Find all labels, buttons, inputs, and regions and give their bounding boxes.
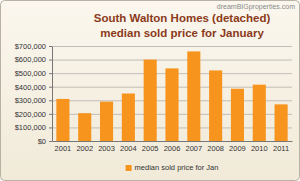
annotation: dreamBIGproperties.com [217, 3, 295, 11]
tick-label: $300,000 [15, 96, 46, 105]
tick-label: 2005 [142, 144, 159, 153]
legend-swatch [126, 165, 132, 171]
tick-mark [49, 100, 52, 101]
tick-label: $500,000 [15, 69, 46, 78]
tick-mark [49, 87, 52, 88]
background [1, 1, 300, 181]
bar [144, 60, 157, 141]
bar [275, 104, 288, 141]
tick-label: $100,000 [15, 123, 46, 132]
tick-label: 2002 [76, 144, 93, 153]
tick-label: 2004 [120, 144, 137, 153]
tick: 2008 [207, 141, 224, 153]
bar [56, 99, 69, 141]
grid-line [52, 46, 292, 47]
tick: $100,000 [15, 123, 52, 132]
chart: dreamBIGproperties.comSouth Walton Homes… [0, 0, 300, 181]
tick-label: 2006 [164, 144, 181, 153]
tick: $700,000 [15, 42, 52, 51]
bar [78, 113, 91, 141]
tick-label: $700,000 [15, 42, 46, 51]
subtitle: median sold price for January [100, 27, 264, 39]
tick-mark [49, 46, 52, 47]
tick: $0 [38, 137, 52, 146]
tick-mark [49, 73, 52, 74]
tick-label: 2003 [98, 144, 115, 153]
bar [165, 68, 178, 141]
tick-label: $600,000 [15, 55, 46, 64]
tick: 2004 [120, 141, 137, 153]
tick-label: 2001 [55, 144, 72, 153]
legend-item: median sold price for Jan [126, 163, 219, 172]
axis-line [52, 47, 53, 142]
tick-label: $200,000 [15, 110, 46, 119]
title: South Walton Homes (detached) [94, 12, 271, 24]
tick-mark [49, 114, 52, 115]
tick: $300,000 [15, 96, 52, 105]
axis-line [53, 141, 293, 142]
tick-label: $0 [38, 137, 46, 146]
tick: 2003 [98, 141, 115, 153]
legend-label: median sold price for Jan [135, 163, 219, 172]
bar [253, 85, 266, 141]
tick: $500,000 [15, 69, 52, 78]
legend: median sold price for Jan [126, 163, 219, 172]
bars [56, 51, 287, 141]
tick-label: 2008 [207, 144, 224, 153]
tick: $400,000 [15, 83, 52, 92]
bar [209, 70, 222, 141]
tick: 2005 [142, 141, 159, 153]
tick: 2011 [273, 141, 289, 153]
grid-line [52, 60, 292, 61]
tick: $200,000 [15, 110, 52, 119]
tick-mark [49, 127, 52, 128]
plot: $0 $100,000 $200,000 $300,000 $400,000 $500,0… [15, 42, 293, 153]
bar [231, 89, 244, 141]
tick: 2002 [76, 141, 93, 153]
tick: $600,000 [15, 55, 52, 64]
x-axis: 2001 2002 2003 2004 2005 2006 2007 2008 2009 2010… [53, 141, 293, 153]
bar [100, 102, 113, 141]
tick-label: 2011 [273, 144, 289, 153]
tick-label: 2009 [229, 144, 246, 153]
tick: 2006 [164, 141, 181, 153]
tick-label: 2010 [251, 144, 268, 153]
tick-mark [49, 60, 52, 61]
bar [122, 94, 135, 142]
tick: 2001 [55, 141, 72, 153]
bar [187, 51, 200, 141]
tick: 2007 [185, 141, 202, 153]
tick-label: 2007 [185, 144, 202, 153]
tick: 2009 [229, 141, 246, 153]
tick-label: $400,000 [15, 83, 46, 92]
tick: 2010 [251, 141, 268, 153]
grid-line [52, 141, 292, 142]
grid [52, 47, 292, 142]
y-axis: $0 $100,000 $200,000 $300,000 $400,000 $500,0… [15, 42, 53, 146]
tick-mark [49, 141, 52, 142]
